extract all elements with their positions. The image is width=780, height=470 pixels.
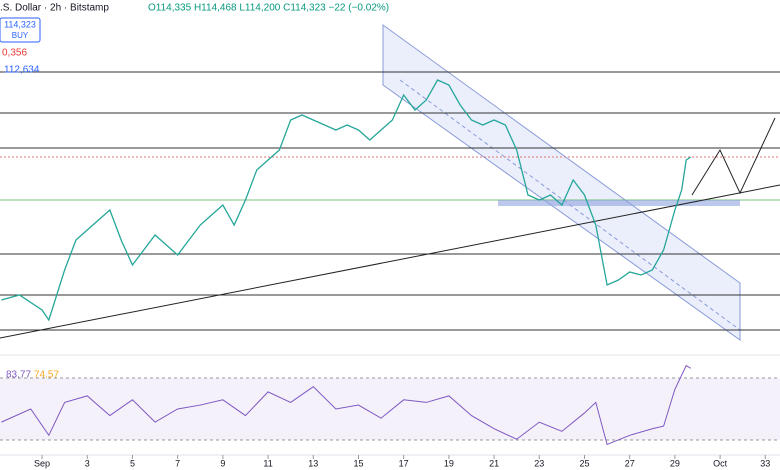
x-tick-label: 23	[534, 458, 544, 468]
rsi-band	[0, 378, 780, 440]
buy-badge[interactable]	[0, 17, 41, 43]
x-tick-label: 11	[263, 458, 272, 468]
label-b: 112,634	[4, 65, 40, 76]
x-tick-label: Sep	[34, 458, 50, 468]
ohlc: O114,335 H114,468 L114,200 C114,323 −22 …	[148, 3, 389, 14]
projection	[691, 117, 776, 196]
x-tick-label: 27	[625, 458, 635, 468]
x-tick-label: 7	[175, 458, 180, 468]
rsi-ma-value: 74.57	[34, 370, 59, 381]
x-tick-label: 3	[85, 458, 90, 468]
x-tick-label: 15	[353, 458, 363, 468]
x-tick-label: 19	[444, 458, 454, 468]
x-tick-label: 29	[670, 458, 680, 468]
channel	[382, 24, 741, 341]
x-tick-label: 33	[760, 458, 770, 468]
rsi-line	[1, 364, 691, 446]
x-tick-label: 17	[399, 458, 409, 468]
x-tick-label: 13	[308, 458, 318, 468]
symbol-title: .S. Dollar · 2h · Bitstamp	[0, 3, 109, 14]
x-tick-label: 25	[579, 458, 589, 468]
levels	[0, 71, 780, 331]
x-tick-label: 9	[220, 458, 225, 468]
price-line-series	[1, 79, 692, 322]
badge-price: 114,323	[4, 19, 36, 29]
rsi-value: 83.77	[6, 370, 31, 381]
label-a: 0,356	[2, 48, 27, 59]
zone	[498, 200, 740, 206]
x-tick-label: 21	[489, 458, 499, 468]
badge-action: BUY	[12, 31, 29, 40]
x-tick-label: 5	[130, 458, 135, 468]
trend-line	[0, 184, 780, 339]
x-tick-label: Oct	[713, 458, 728, 468]
